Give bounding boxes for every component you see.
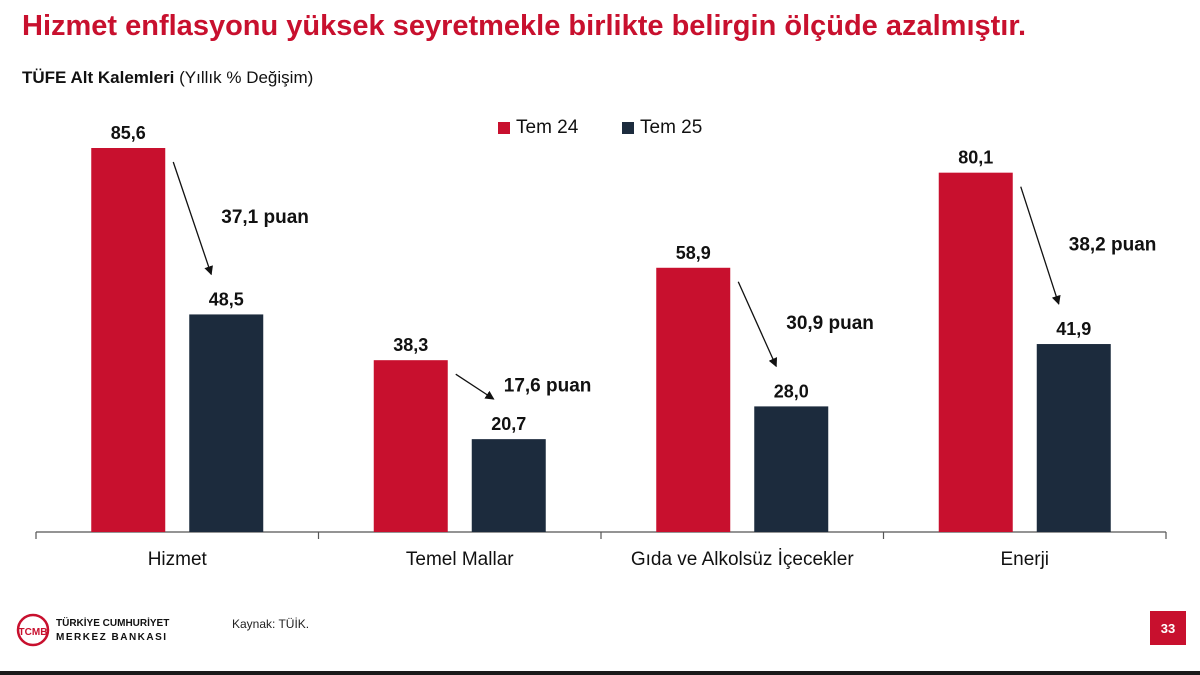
legend-label: Tem 24 [516,117,579,138]
bar-tem25 [754,406,829,532]
difference-arrow [1020,186,1061,305]
data-label: 85,6 [111,123,146,143]
data-label: 38,3 [393,335,428,355]
difference-annotation: 38,2 puan [1069,234,1157,255]
bar-tem25 [1036,344,1111,532]
source-note: Kaynak: TÜİK. [232,617,310,631]
bar-tem25 [189,314,264,532]
difference-annotation: 37,1 puan [221,207,309,228]
data-label: 28,0 [774,381,809,401]
bottom-rule [0,671,1200,675]
category-label: Hizmet [148,549,208,570]
subtitle-bold: TÜFE Alt Kalemleri [22,68,175,87]
legend-swatch [622,122,634,134]
bar-tem24 [373,360,448,532]
category-label: Enerji [1000,549,1049,570]
slide-title: Hizmet enflasyonu yüksek seyretmekle bir… [22,10,1027,42]
category-label: Gıda ve Alkolsüz İçecekler [631,549,854,570]
bar-tem24 [938,172,1013,532]
page-number-badge: 33 [1150,611,1186,645]
data-label: 41,9 [1056,319,1091,339]
category-label: Temel Mallar [406,549,514,570]
subtitle-unit: (Yıllık % Değişim) [179,68,314,87]
logo-line2: MERKEZ BANKASI [56,632,168,643]
data-label: 20,7 [491,414,526,434]
difference-annotation: 30,9 puan [786,313,874,334]
chart-subtitle: TÜFE Alt Kalemleri (Yıllık % Değişim) [22,68,313,88]
bar-tem24 [656,267,731,532]
difference-arrow [455,373,495,400]
bar-tem25 [471,439,546,532]
data-label: 48,5 [209,289,244,309]
difference-arrow [737,281,778,368]
difference-annotation: 17,6 puan [504,376,592,397]
logo-monogram: TCMB [19,627,48,638]
data-label: 80,1 [958,148,993,168]
bar-chart: 85,6 48,5 Hizmet 37,1 puan 38,3 20,7 Temel Mal… [35,117,1167,570]
bar-tem24 [91,148,166,532]
legend-swatch [498,122,510,134]
legend-label: Tem 25 [640,117,702,138]
data-label: 58,9 [676,243,711,263]
tcmb-logo: TCMB TÜRKİYE CUMHURİYET MERKEZ BANKASI [16,613,169,647]
difference-arrow [172,161,213,276]
logo-line1: TÜRKİYE CUMHURİYET [56,616,169,629]
